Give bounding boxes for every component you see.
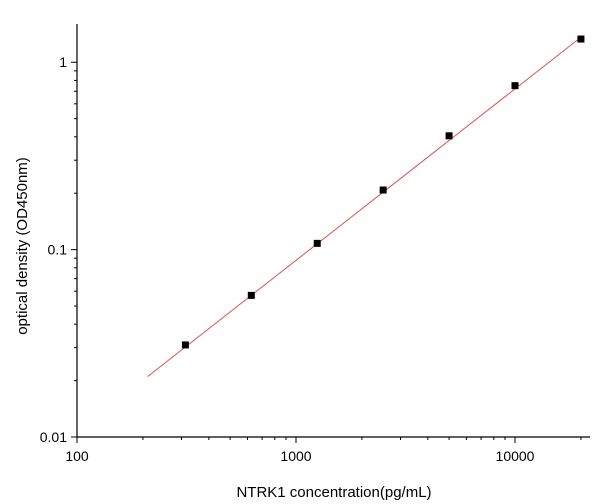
y-tick-label: 0.1	[48, 242, 68, 258]
x-tick-label: 10000	[496, 448, 535, 464]
x-tick-label: 1000	[280, 448, 311, 464]
tick-labels: 100 1000 10000 0.01 0.1 1	[40, 54, 535, 464]
data-point	[511, 82, 519, 90]
axes	[71, 24, 590, 443]
data-point	[313, 239, 321, 247]
x-axis-title: NTRK1 concentration(pg/mL)	[236, 484, 431, 501]
fit-line	[147, 36, 582, 378]
data-point	[577, 35, 585, 43]
data-point	[247, 291, 255, 299]
y-tick-label: 0.01	[40, 429, 67, 445]
fit-line-group	[147, 36, 582, 378]
y-axis-title: optical density (OD450nm)	[14, 157, 31, 335]
data-point	[181, 341, 189, 349]
data-points	[181, 35, 585, 349]
data-point	[379, 186, 387, 194]
x-tick-label: 100	[65, 448, 89, 464]
data-point	[445, 132, 453, 140]
y-tick-label: 1	[59, 54, 67, 70]
